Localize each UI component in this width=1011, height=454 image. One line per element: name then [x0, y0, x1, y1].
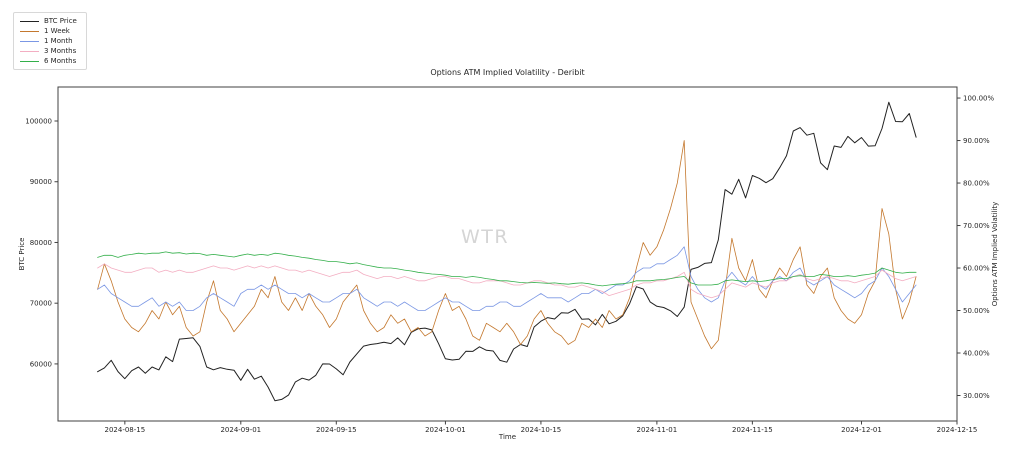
left-tick-label: 100000: [25, 118, 52, 126]
x-tick-label: 2024-08-15: [105, 426, 146, 434]
left-tick-label: 60000: [30, 360, 52, 368]
right-tick-label: 90.00%: [963, 137, 990, 145]
right-tick-label: 60.00%: [963, 265, 990, 273]
legend-swatch-1-month: [20, 40, 39, 42]
legend-label: 1 Week: [44, 27, 70, 35]
left-tick-label: 70000: [30, 300, 52, 308]
watermark: WTR: [461, 226, 510, 248]
legend-label: 3 Months: [44, 47, 77, 55]
right-tick-label: 50.00%: [963, 307, 990, 315]
series-btc-price: [97, 101, 917, 402]
series-1-week: [97, 140, 917, 350]
right-tick-label: 80.00%: [963, 180, 990, 188]
legend-item-1-month: 1 Month: [20, 36, 77, 46]
x-tick-label: 2024-11-15: [732, 426, 773, 434]
legend-item-6-months: 6 Months: [20, 56, 77, 66]
chart-title: Options ATM Implied Volatility - Deribit: [430, 68, 585, 77]
legend-item-1-week: 1 Week: [20, 26, 77, 36]
legend-swatch-btc-price: [20, 20, 39, 22]
x-tick-label: 2024-09-15: [316, 426, 357, 434]
left-axis-title: BTC Price: [18, 237, 26, 271]
legend: BTC Price 1 Week 1 Month 3 Months 6 Months: [13, 12, 87, 70]
left-tick-label: 80000: [30, 239, 52, 247]
series-3-months: [97, 263, 917, 299]
x-tick-label: 2024-11-01: [637, 426, 678, 434]
x-tick-label: 2024-10-15: [521, 426, 562, 434]
legend-label: BTC Price: [44, 17, 77, 25]
right-tick-label: 30.00%: [963, 392, 990, 400]
right-axis-title: Options ATM Implied Volatility: [991, 201, 999, 307]
series-6-months: [97, 251, 917, 287]
legend-label: 1 Month: [44, 37, 73, 45]
x-axis-title: Time: [498, 433, 517, 441]
x-tick-label: 2024-09-01: [220, 426, 261, 434]
right-tick-label: 100.00%: [963, 95, 994, 103]
plot-border: [57, 86, 958, 422]
series-1-month: [97, 246, 917, 311]
x-tick-label: 2024-12-15: [937, 426, 978, 434]
x-tick-label: 2024-10-01: [425, 426, 466, 434]
legend-swatch-6-months: [20, 60, 39, 62]
legend-swatch-1-week: [20, 30, 39, 32]
x-tick-label: 2024-12-01: [841, 426, 882, 434]
right-tick-label: 70.00%: [963, 222, 990, 230]
legend-swatch-3-months: [20, 50, 39, 52]
legend-item-btc-price: BTC Price: [20, 16, 77, 26]
legend-item-3-months: 3 Months: [20, 46, 77, 56]
right-tick-label: 40.00%: [963, 350, 990, 358]
left-tick-label: 90000: [30, 178, 52, 186]
legend-label: 6 Months: [44, 57, 77, 65]
